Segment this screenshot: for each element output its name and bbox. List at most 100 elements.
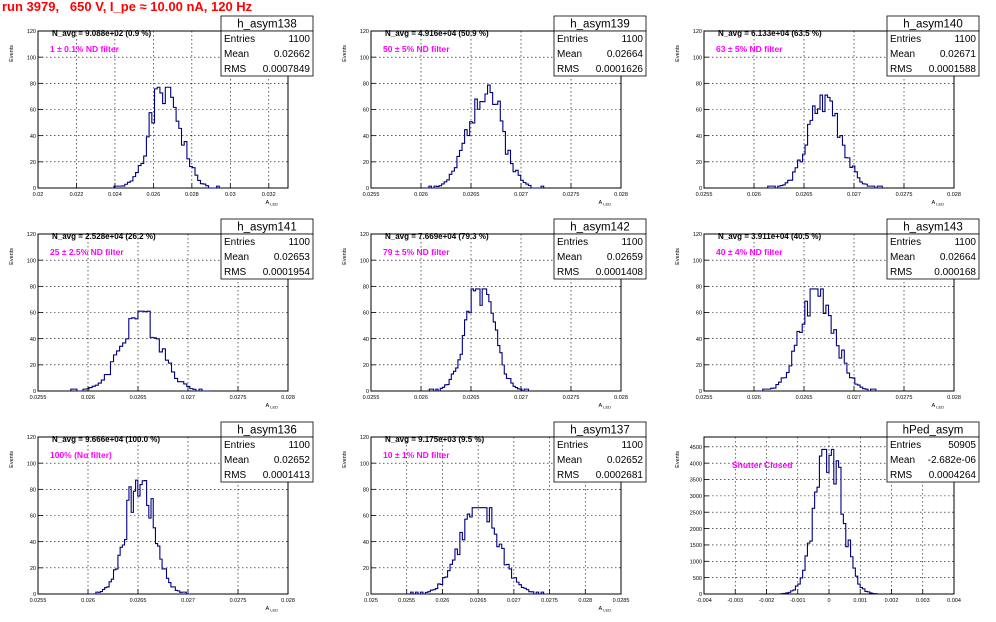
stats-label: Mean bbox=[890, 49, 915, 60]
x-tick-label: 0.0265 bbox=[130, 598, 147, 604]
x-tick-label: 0.027 bbox=[181, 395, 195, 401]
y-tick-label: 80 bbox=[363, 82, 369, 88]
y-tick-label: 100 bbox=[693, 55, 702, 61]
stats-value: 0.0001588 bbox=[929, 64, 977, 75]
stats-box bbox=[220, 30, 314, 77]
y-tick-label: 60 bbox=[30, 108, 36, 114]
stats-box bbox=[886, 30, 980, 77]
stats-label: Entries bbox=[224, 34, 255, 45]
x-tick-label: 0.0255 bbox=[363, 192, 380, 198]
y-tick-label: 40 bbox=[696, 134, 702, 140]
y-tick-label: 500 bbox=[693, 576, 702, 582]
filter-label: 40 ± 4% ND filter bbox=[716, 247, 783, 257]
x-tick-label: 0.028 bbox=[614, 395, 628, 401]
y-tick-label: 20 bbox=[30, 566, 36, 572]
y-tick-label: 100 bbox=[360, 258, 369, 264]
y-tick-label: 80 bbox=[363, 488, 369, 494]
x-tick-label: 0.02 bbox=[33, 192, 44, 198]
stats-value: 0.02652 bbox=[274, 455, 311, 466]
y-axis-title: Events bbox=[9, 248, 15, 265]
x-tick-label: 0.0275 bbox=[230, 598, 247, 604]
stats-value: 0.0001954 bbox=[263, 267, 311, 278]
y-tick-label: 80 bbox=[30, 285, 36, 291]
x-axis-title: ALED bbox=[599, 200, 612, 207]
x-tick-label: 0.0255 bbox=[30, 598, 47, 604]
stats-label: Entries bbox=[557, 440, 588, 451]
y-tick-label: 80 bbox=[696, 82, 702, 88]
y-axis-title: Events bbox=[675, 45, 681, 62]
x-tick-label: 0.0255 bbox=[30, 395, 47, 401]
navg-label: N_avg = 6.133e+04 (63.5 %) bbox=[718, 29, 822, 38]
histogram-line bbox=[428, 288, 531, 392]
x-tick-label: 0.0265 bbox=[463, 192, 480, 198]
stats-label: Mean bbox=[224, 49, 249, 60]
x-tick-label: 0.0285 bbox=[613, 598, 630, 604]
x-tick-label: 0.032 bbox=[262, 192, 276, 198]
x-tick-label: 0.0265 bbox=[470, 598, 487, 604]
stats-label: Mean bbox=[890, 455, 915, 466]
y-tick-label: 2500 bbox=[690, 510, 702, 516]
y-tick-label: 4000 bbox=[690, 461, 702, 467]
stats-value: 0.02653 bbox=[274, 252, 311, 263]
x-tick-label: 0.0255 bbox=[398, 598, 415, 604]
x-tick-label: 0.0275 bbox=[563, 395, 580, 401]
x-axis-title: ALED bbox=[599, 606, 612, 613]
histogram-panel-h_asym140: 0 20 40 60 80 100 120 0.0255 0.026 0.0265 0.027 0.0… bbox=[675, 15, 980, 207]
stats-box bbox=[553, 233, 647, 280]
y-tick-label: 80 bbox=[30, 82, 36, 88]
filter-label: 50 ± 5% ND filter bbox=[383, 44, 450, 54]
navg-label: N_avg = 3.911e+04 (40.5 %) bbox=[718, 232, 822, 241]
x-tick-label: 0.028 bbox=[281, 395, 295, 401]
y-tick-label: 0 bbox=[699, 389, 702, 395]
y-tick-label: 20 bbox=[363, 160, 369, 166]
x-tick-label: 0.026 bbox=[147, 192, 161, 198]
stats-value: 0.000168 bbox=[934, 267, 976, 278]
histogram-panel-h_asym137: 0 20 40 60 80 100 120 0.025 0.0255 0.026 0.0265 0.0… bbox=[342, 421, 647, 613]
histogram-line bbox=[70, 310, 212, 392]
x-tick-label: 0.027 bbox=[507, 598, 521, 604]
y-tick-label: 20 bbox=[696, 363, 702, 369]
y-tick-label: 100 bbox=[27, 461, 36, 467]
y-tick-label: 40 bbox=[30, 337, 36, 343]
y-tick-label: 0 bbox=[366, 592, 369, 598]
histogram-line bbox=[780, 448, 878, 595]
y-tick-label: 60 bbox=[363, 514, 369, 520]
histogram-panel-h_asym138: 0 20 40 60 80 100 120 0.02 0.022 0.024 0.026 0.028 0… bbox=[9, 15, 314, 207]
x-tick-label: 0.0265 bbox=[463, 395, 480, 401]
x-tick-label: 0.0265 bbox=[796, 192, 813, 198]
histogram-line bbox=[89, 479, 191, 595]
x-tick-label: 0.03 bbox=[225, 192, 236, 198]
y-tick-label: 40 bbox=[363, 337, 369, 343]
navg-label: N_avg = 2.528e+04 (26.2 %) bbox=[52, 232, 156, 241]
histogram-title: h_asym136 bbox=[237, 425, 296, 437]
y-tick-label: 120 bbox=[27, 232, 36, 238]
x-tick-label: 0.004 bbox=[947, 598, 961, 604]
x-tick-label: 0.028 bbox=[578, 598, 592, 604]
stats-label: RMS bbox=[224, 470, 247, 481]
x-tick-label: 0.0255 bbox=[363, 395, 380, 401]
y-tick-label: 60 bbox=[30, 514, 36, 520]
stats-value: 1100 bbox=[621, 440, 643, 451]
stats-value: 1100 bbox=[288, 34, 310, 45]
y-axis-title: Events bbox=[342, 451, 348, 468]
y-tick-label: 20 bbox=[363, 363, 369, 369]
stats-value: 1100 bbox=[954, 34, 976, 45]
y-tick-label: 1000 bbox=[690, 559, 702, 565]
y-axis-title: Events bbox=[9, 45, 15, 62]
y-tick-label: 60 bbox=[696, 108, 702, 114]
y-tick-label: 60 bbox=[363, 311, 369, 317]
x-tick-label: 0.0275 bbox=[896, 192, 913, 198]
y-tick-label: 100 bbox=[360, 461, 369, 467]
y-tick-label: 4500 bbox=[690, 445, 702, 451]
histogram-panel-hPed_asym: 0 500 1000 1500 2000 2500 3000 3500 4000 4500 -0.0… bbox=[675, 421, 980, 604]
stats-box bbox=[886, 436, 980, 483]
filter-label: 63 ± 5% ND filter bbox=[716, 44, 783, 54]
y-tick-label: 0 bbox=[699, 186, 702, 192]
y-tick-label: 120 bbox=[27, 29, 36, 35]
stats-value: 0.02652 bbox=[607, 455, 644, 466]
y-tick-label: 60 bbox=[696, 311, 702, 317]
histogram-title: h_asym142 bbox=[570, 222, 629, 234]
navg-label: N_avg = 4.916e+04 (50.9 %) bbox=[385, 29, 489, 38]
y-tick-label: 0 bbox=[33, 389, 36, 395]
